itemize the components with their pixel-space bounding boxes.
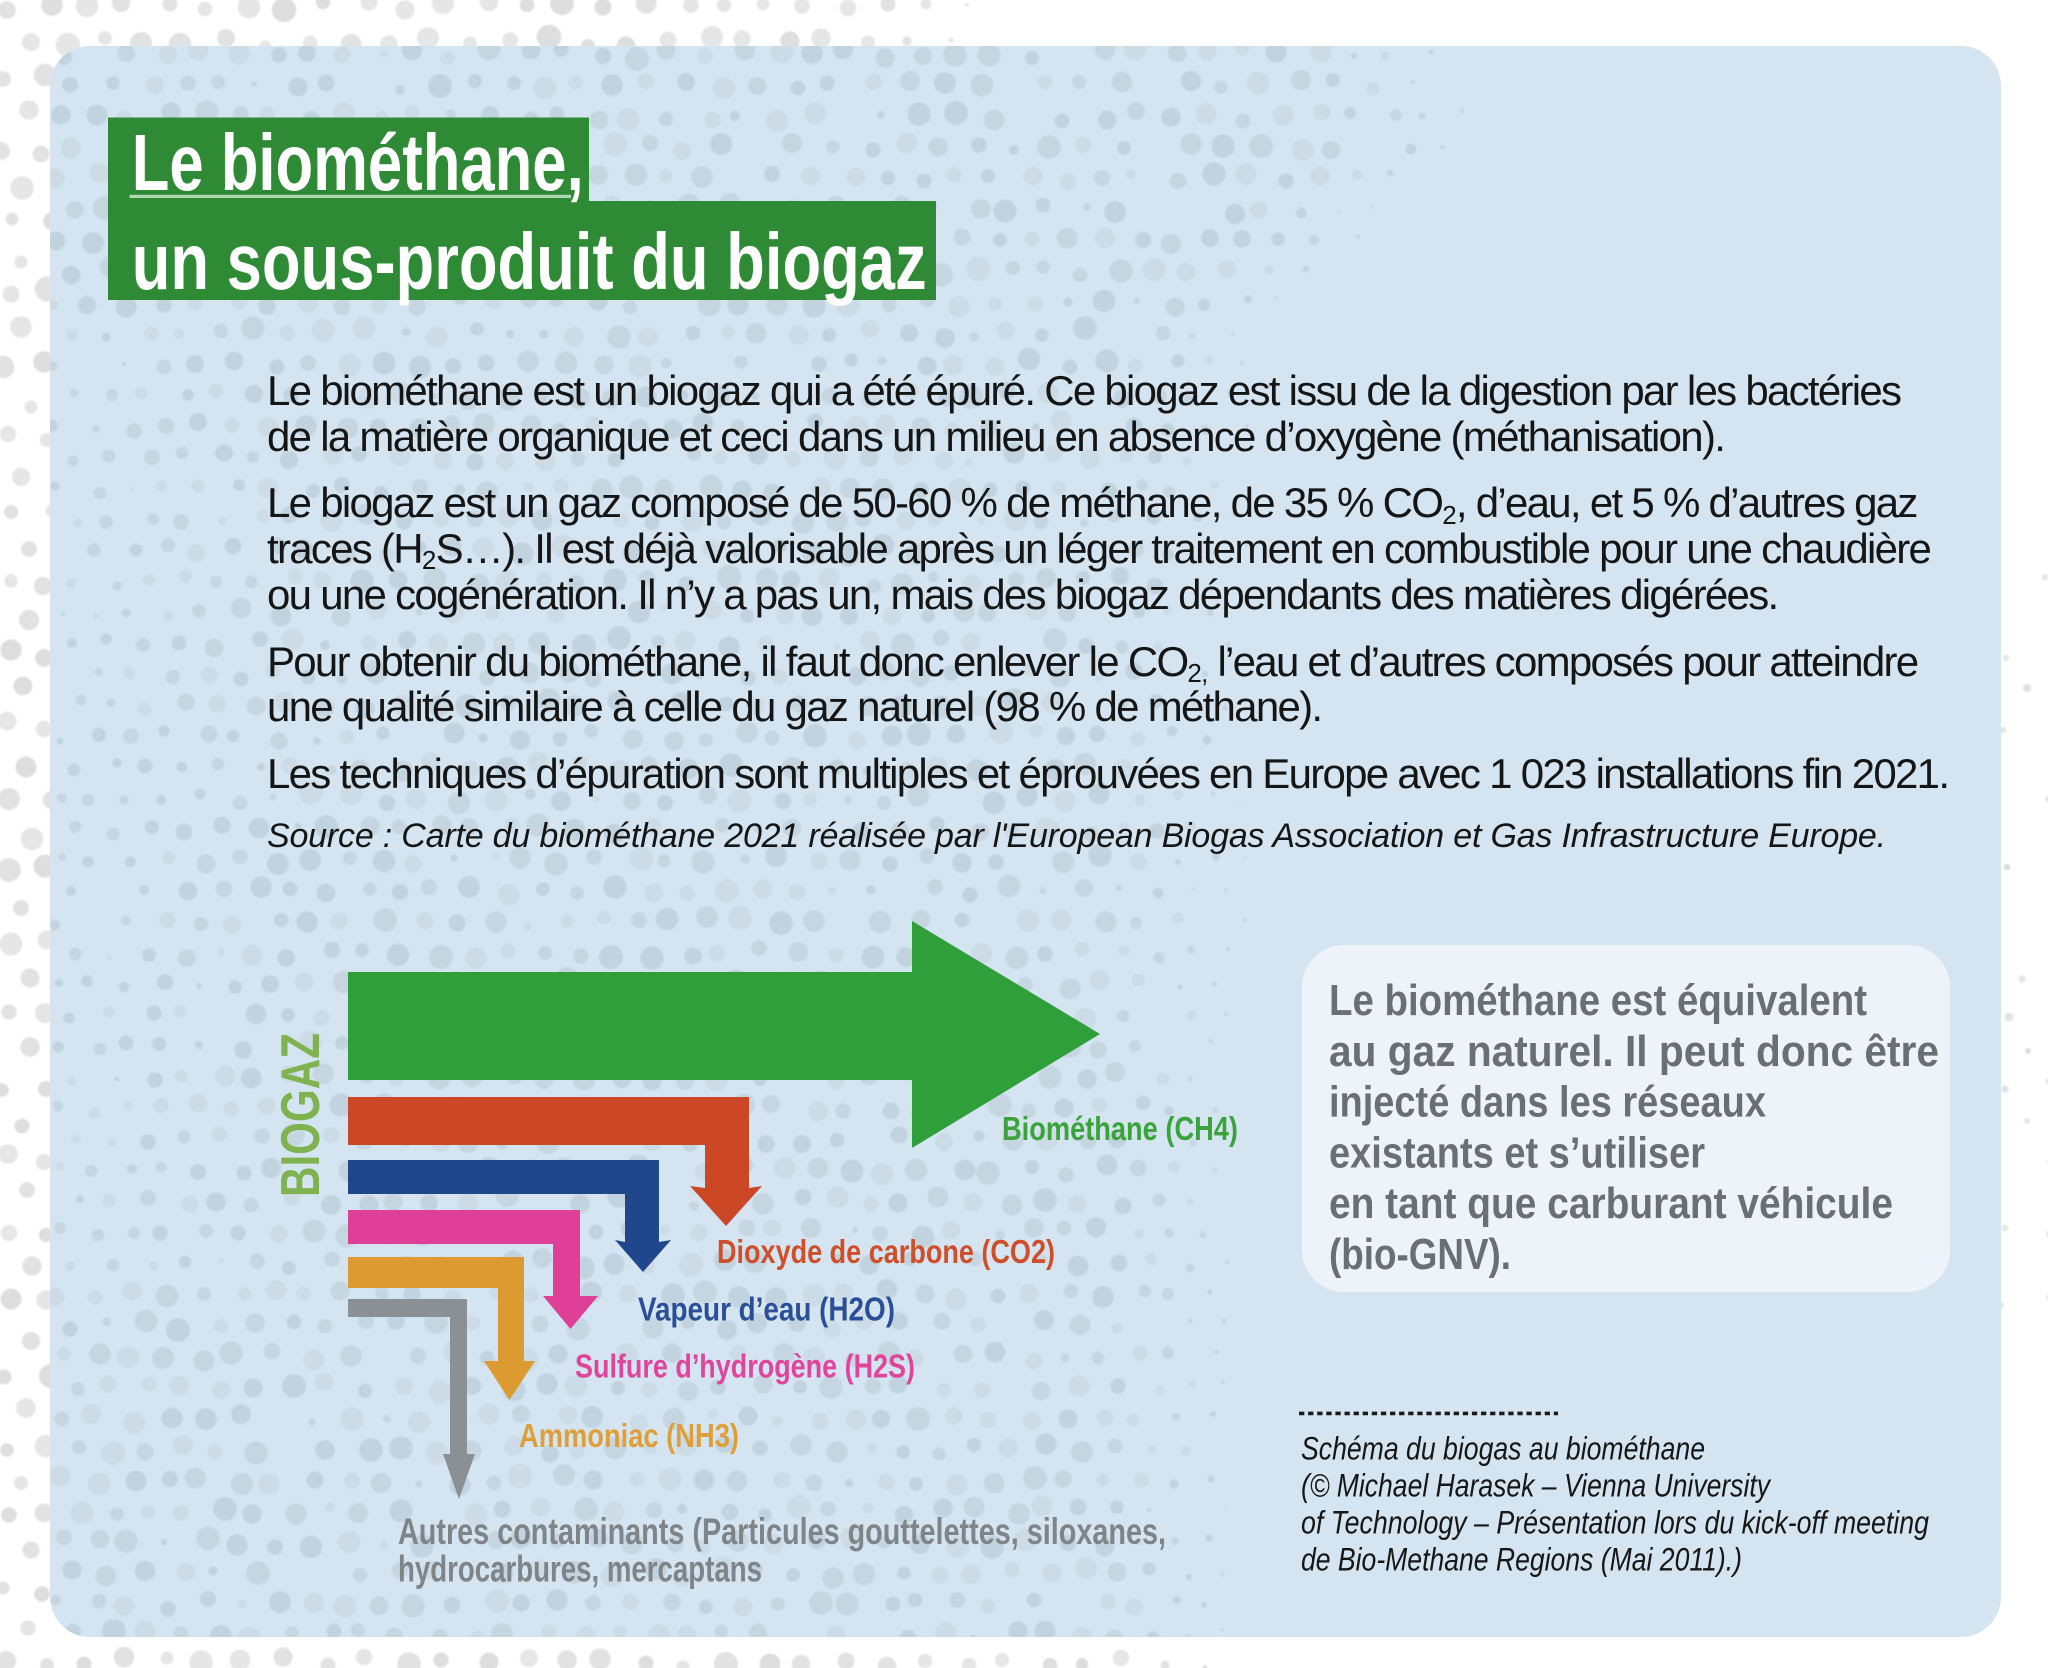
svg-text:existants et s’utiliser: existants et s’utiliser (1329, 1129, 1705, 1177)
svg-text:hydrocarbures, mercaptans: hydrocarbures, mercaptans (398, 1549, 762, 1590)
svg-text:Dioxyde de carbone (CO2): Dioxyde de carbone (CO2) (717, 1233, 1055, 1270)
svg-text:Ammoniac (NH3): Ammoniac (NH3) (519, 1417, 739, 1454)
svg-text:(bio-GNV).: (bio-GNV). (1329, 1231, 1511, 1279)
svg-text:un sous-produit du biogaz: un sous-produit du biogaz (132, 217, 927, 306)
svg-text:(© Michael Harasek – Vienna Un: (© Michael Harasek – Vienna University (1301, 1467, 1772, 1503)
svg-text:Vapeur d’eau (H2O): Vapeur d’eau (H2O) (638, 1291, 895, 1328)
svg-text:au gaz naturel. Il peut donc ê: au gaz naturel. Il peut donc être (1329, 1028, 1939, 1076)
svg-text:Le biométhane,: Le biométhane, (132, 118, 584, 207)
svg-text:Schéma du biogas au biométhane: Schéma du biogas au biométhane (1301, 1430, 1705, 1466)
svg-text:de Bio-Methane Regions (Mai 20: de Bio-Methane Regions (Mai 2011).) (1301, 1541, 1742, 1577)
svg-text:injecté dans les réseaux: injecté dans les réseaux (1329, 1079, 1766, 1127)
svg-text:of Technology – Présentation l: of Technology – Présentation lors du kic… (1301, 1504, 1929, 1540)
svg-text:en tant que carburant véhicule: en tant que carburant véhicule (1329, 1180, 1893, 1228)
svg-text:Sulfure d’hydrogène (H2S): Sulfure d’hydrogène (H2S) (575, 1348, 915, 1385)
svg-text:Biométhane (CH4): Biométhane (CH4) (1002, 1110, 1238, 1147)
svg-text:BIOGAZ: BIOGAZ (269, 1033, 331, 1197)
svg-text:Autres contaminants (Particule: Autres contaminants (Particules gouttele… (398, 1511, 1166, 1552)
svg-text:Le biométhane est équivalent: Le biométhane est équivalent (1329, 977, 1867, 1025)
